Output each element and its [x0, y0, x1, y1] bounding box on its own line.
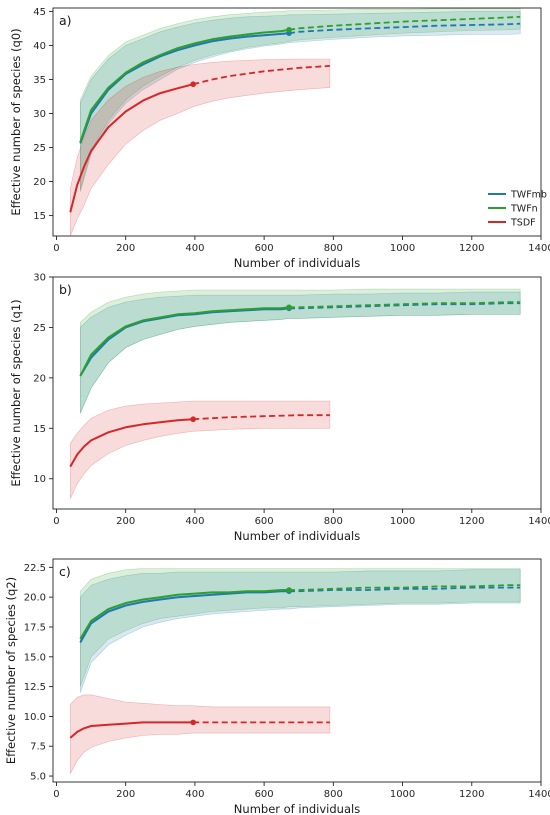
x-tick-label: 800 [324, 789, 343, 800]
extrapolation-line-twfmb [289, 586, 521, 593]
x-tick-label: 400 [185, 243, 204, 254]
series-line-tsdf [69, 418, 194, 468]
legend: TWFmb TWFn TSDF [488, 190, 547, 229]
y-tick-label: 30 [33, 109, 46, 120]
x-tick-label: 0 [53, 243, 59, 254]
plot-area [69, 8, 521, 236]
y-tick-label: 20 [33, 177, 46, 188]
axes-frame [52, 7, 542, 237]
x-tick-label: 1400 [528, 243, 550, 254]
y-tick-label: 45 [33, 7, 46, 18]
extrapolation-line-twfn [288, 15, 521, 31]
observed-point-twfn [286, 304, 292, 311]
y-tick-label: 15 [33, 211, 46, 222]
chart-panel-1: 0 200 400 600 800 1000 1200 1400 15 20 25 30 35 40 45 N… [9, 7, 550, 270]
confidence-band-twfmb [80, 11, 521, 192]
y-tick-label: 15 [33, 424, 46, 435]
y-axis-label: Effective number of species (q0) [9, 28, 23, 215]
x-tick-label: 1400 [528, 516, 550, 527]
observed-point-twfn [286, 26, 292, 33]
observed-point-tsdf [190, 416, 196, 423]
series-line-twfn [79, 589, 289, 640]
series-line-twfn [79, 306, 290, 377]
y-tick-label: 20 [33, 373, 46, 384]
axes-frame [52, 276, 542, 510]
series-line-twfn [79, 28, 290, 143]
legend-label-tsdf: TSDF [510, 218, 536, 229]
plot-area [69, 288, 521, 500]
legend-label-twfn: TWFn [510, 204, 538, 215]
axes-frame [52, 558, 542, 783]
y-tick-label: 25 [33, 323, 46, 334]
y-tick-label: 10.0 [24, 712, 46, 723]
x-tick-label: 400 [185, 516, 204, 527]
x-axis-label: Number of individuals [234, 802, 360, 815]
confidence-band-twfmb [80, 291, 521, 414]
x-tick-label: 1200 [459, 243, 484, 254]
x-tick-label: 800 [324, 516, 343, 527]
y-tick-label: 7.5 [30, 742, 46, 753]
extrapolation-line-twfmb [288, 22, 521, 35]
y-tick-label: 12.5 [24, 682, 46, 693]
extrapolation-line-twfn [289, 584, 521, 591]
y-tick-label: 10 [33, 474, 46, 485]
x-tick-label: 1200 [459, 516, 484, 527]
panel-label: b) [59, 282, 72, 297]
y-tick-label: 30 [33, 273, 46, 284]
confidence-band-tsdf [70, 58, 331, 236]
observed-point-tsdf [190, 719, 196, 726]
x-tick-label: 1000 [390, 516, 415, 527]
y-tick-label: 22.5 [24, 563, 46, 574]
confidence-band-twfn [80, 288, 521, 414]
series-line-tsdf [69, 721, 194, 739]
plot-area [69, 568, 521, 774]
x-tick-label: 0 [53, 789, 59, 800]
confidence-band-tsdf [70, 694, 331, 774]
y-tick-label: 40 [33, 41, 46, 52]
observed-point-twfn [286, 587, 292, 593]
x-tick-label: 400 [185, 789, 204, 800]
y-tick-label: 17.5 [24, 622, 46, 633]
x-axis-label: Number of individuals [234, 529, 360, 543]
y-tick-label: 5.0 [30, 772, 46, 783]
series-line-twfmb [79, 32, 290, 144]
y-tick-label: 20.0 [24, 593, 46, 604]
panel-label: a) [59, 13, 72, 28]
x-tick-label: 0 [53, 516, 59, 527]
x-tick-label: 200 [116, 789, 135, 800]
x-tick-label: 200 [116, 516, 135, 527]
confidence-band-twfn [80, 568, 521, 687]
x-tick-label: 1000 [390, 243, 415, 254]
x-axis-label: Number of individuals [234, 256, 360, 270]
x-tick-label: 800 [324, 243, 343, 254]
x-tick-label: 1200 [459, 789, 484, 800]
legend-label-twfmb: TWFmb [510, 190, 547, 201]
x-tick-label: 600 [255, 789, 274, 800]
y-tick-label: 25 [33, 143, 46, 154]
panel-label: c) [59, 564, 71, 579]
y-tick-label: 15.0 [24, 652, 46, 663]
confidence-band-twfn [80, 8, 521, 190]
series-line-tsdf [69, 83, 194, 213]
y-axis-label: Effective number of species (q1) [9, 299, 23, 486]
x-tick-label: 600 [255, 516, 274, 527]
y-tick-label: 35 [33, 75, 46, 86]
chart-panel-3: 0 200 400 600 800 1000 1200 1400 5.0 7.5 10.0 12.5 1… [4, 558, 550, 815]
extrapolation-line-twfmb [289, 302, 521, 310]
x-tick-label: 200 [116, 243, 135, 254]
x-tick-label: 1400 [528, 789, 550, 800]
extrapolation-line-twfn [289, 301, 521, 309]
chart-panel-2: 0 200 400 600 800 1000 1200 1400 10 15 20 25 30 Numbe… [9, 273, 550, 544]
x-tick-label: 1000 [390, 789, 415, 800]
x-tick-label: 600 [255, 243, 274, 254]
series-line-twfmb [79, 590, 289, 643]
y-axis-label: Effective number of species (q2) [4, 577, 18, 764]
confidence-band-twfmb [80, 569, 521, 693]
observed-point-tsdf [190, 81, 196, 88]
